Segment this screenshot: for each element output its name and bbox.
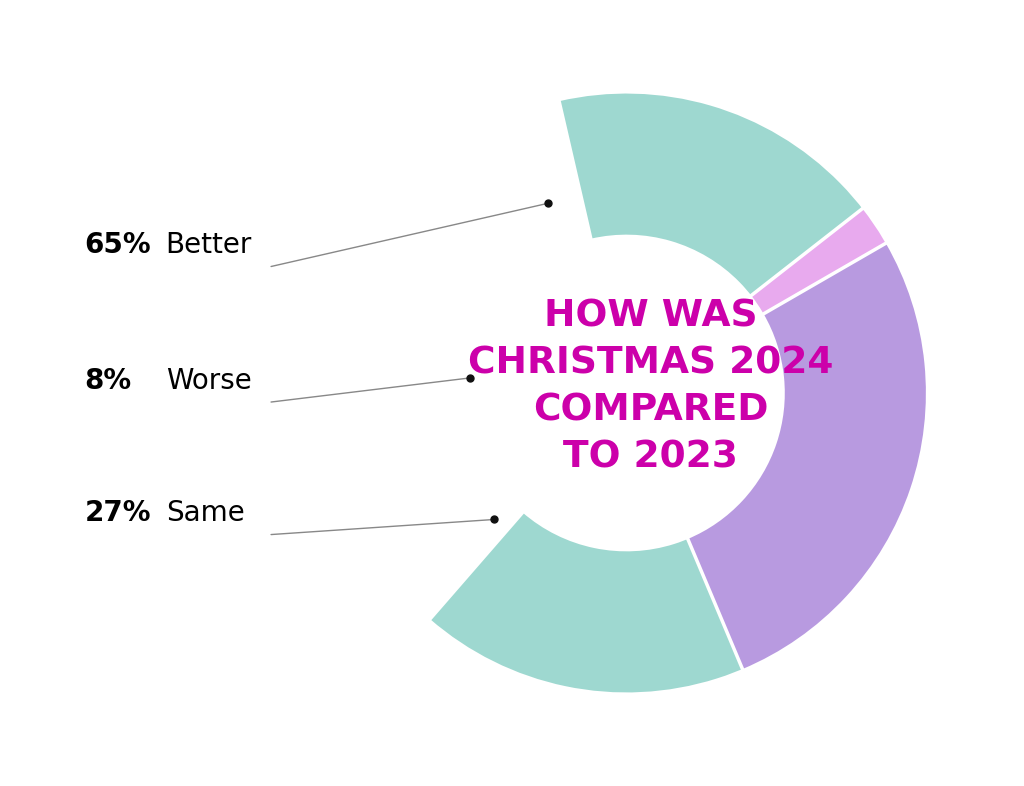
Wedge shape <box>687 242 928 670</box>
Wedge shape <box>750 208 924 368</box>
Circle shape <box>470 237 783 549</box>
Text: 27%: 27% <box>84 499 151 527</box>
Text: Same: Same <box>166 499 245 527</box>
Text: HOW WAS
CHRISTMAS 2024
COMPARED
TO 2023: HOW WAS CHRISTMAS 2024 COMPARED TO 2023 <box>468 298 834 476</box>
Text: Worse: Worse <box>166 367 252 395</box>
Text: Better: Better <box>166 231 252 259</box>
Text: 65%: 65% <box>84 231 151 259</box>
Text: 8%: 8% <box>84 367 131 395</box>
Wedge shape <box>429 92 928 694</box>
